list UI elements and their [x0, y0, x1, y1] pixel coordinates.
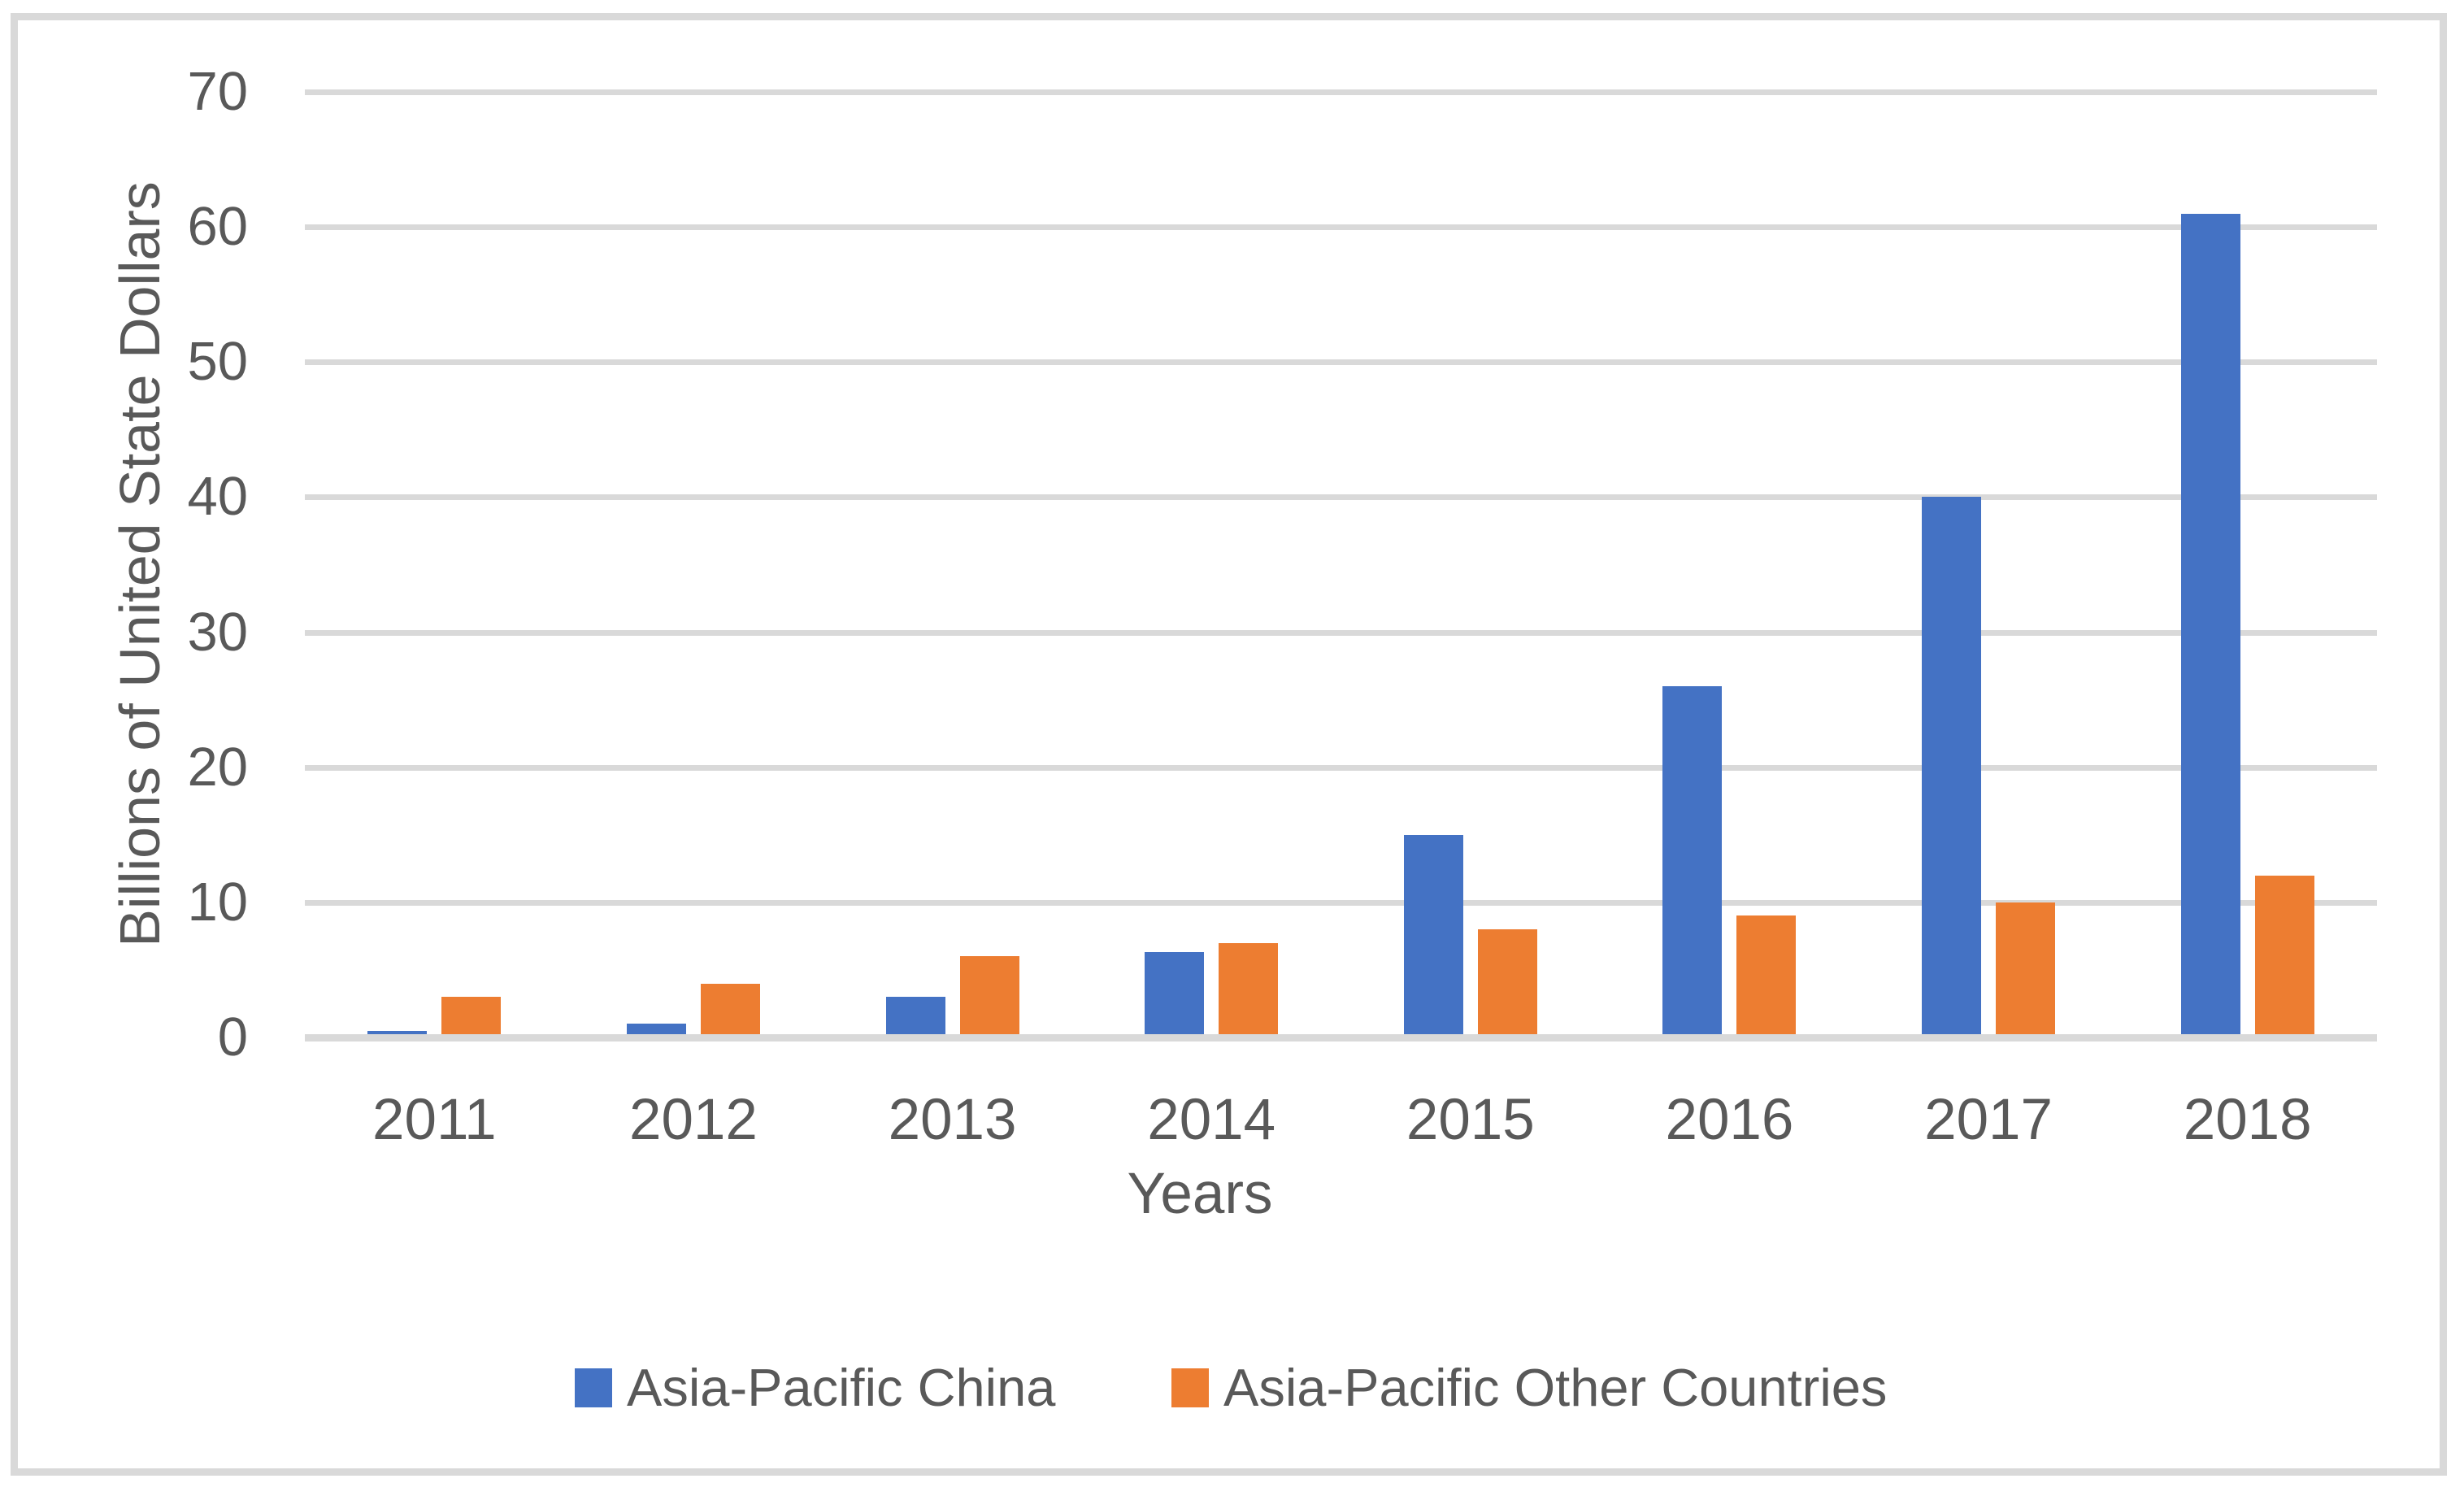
gridline-y-10 — [305, 899, 2377, 906]
y-tick-label-30: 30 — [187, 601, 248, 663]
y-tick-label-40: 40 — [187, 466, 248, 528]
legend-item-asia-pacific-other-countries: Asia-Pacific Other Countries — [1171, 1359, 1887, 1417]
bar-2013-asia-pacific-china — [885, 997, 945, 1034]
bar-2018-asia-pacific-china — [2180, 213, 2240, 1034]
x-category-label-2013: 2013 — [888, 1088, 1017, 1152]
y-axis-title: Billions of United State Dollars — [108, 181, 172, 947]
bar-2016-asia-pacific-other-countries — [1736, 915, 1797, 1034]
bar-2012-asia-pacific-china — [626, 1024, 686, 1034]
y-tick-label-70: 70 — [187, 61, 248, 122]
x-category-label-2015: 2015 — [1406, 1088, 1535, 1152]
gridline-y-20 — [305, 764, 2377, 771]
bar-2017-asia-pacific-china — [1922, 497, 1982, 1034]
legend-item-asia-pacific-china: Asia-Pacific China — [575, 1359, 1055, 1417]
bar-2014-asia-pacific-china — [1145, 952, 1205, 1034]
legend-label: Asia-Pacific Other Countries — [1223, 1358, 1888, 1417]
bar-2012-asia-pacific-other-countries — [700, 983, 760, 1034]
bar-2018-asia-pacific-other-countries — [2254, 875, 2314, 1034]
x-category-label-2014: 2014 — [1147, 1088, 1276, 1152]
x-category-label-2016: 2016 — [1665, 1088, 1794, 1152]
bar-2011-asia-pacific-other-countries — [441, 997, 502, 1034]
bar-2016-asia-pacific-china — [1662, 686, 1723, 1034]
x-category-label-2011: 2011 — [372, 1088, 497, 1152]
y-tick-label-0: 0 — [217, 1007, 248, 1068]
x-category-label-2018: 2018 — [2183, 1088, 2312, 1152]
x-axis-line — [305, 1034, 2377, 1042]
bar-2011-asia-pacific-china — [367, 1030, 428, 1034]
y-tick-label-50: 50 — [187, 331, 248, 393]
gridline-y-50 — [305, 359, 2377, 366]
gridline-y-70 — [305, 89, 2377, 95]
gridline-y-40 — [305, 494, 2377, 501]
bar-2015-asia-pacific-china — [1403, 834, 1463, 1034]
bar-2015-asia-pacific-other-countries — [1477, 929, 1537, 1034]
bar-2013-asia-pacific-other-countries — [959, 956, 1019, 1034]
y-tick-label-20: 20 — [187, 736, 248, 798]
legend-label: Asia-Pacific China — [627, 1358, 1056, 1417]
legend-swatch-icon — [1171, 1368, 1209, 1407]
x-category-label-2017: 2017 — [1924, 1088, 2053, 1152]
bar-2017-asia-pacific-other-countries — [1996, 902, 2056, 1034]
legend-swatch-icon — [575, 1368, 612, 1407]
gridline-y-30 — [305, 629, 2377, 636]
x-category-label-2012: 2012 — [628, 1088, 758, 1152]
x-axis-title: Years — [1127, 1162, 1273, 1226]
y-tick-label-10: 10 — [187, 871, 248, 933]
y-tick-label-60: 60 — [187, 196, 248, 258]
bar-2014-asia-pacific-other-countries — [1219, 942, 1279, 1034]
gridline-y-60 — [305, 224, 2377, 231]
chart-border-frame — [11, 13, 2447, 1476]
